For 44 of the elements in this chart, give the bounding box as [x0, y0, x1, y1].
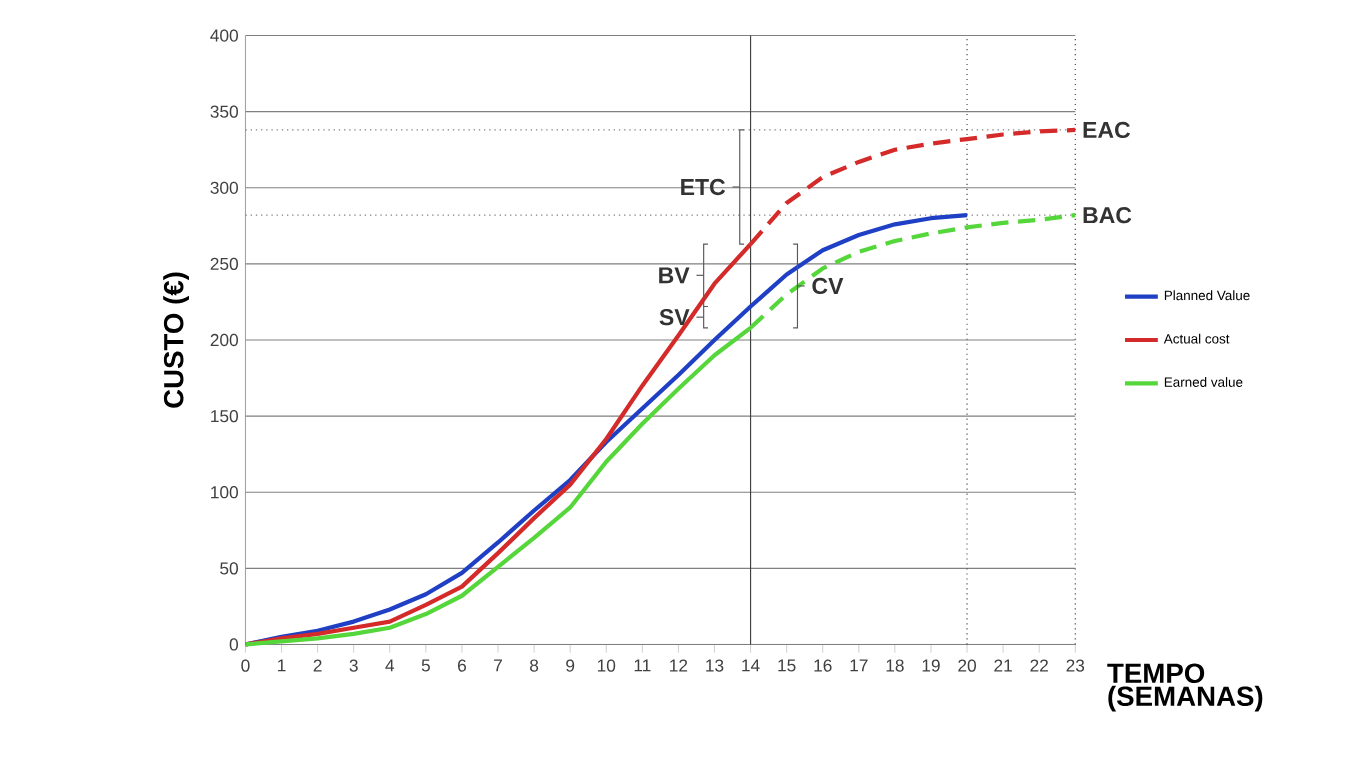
- y-tick-label: 100: [211, 486, 238, 499]
- x-tick-label: 17: [850, 659, 868, 672]
- annotation: BV: [659, 267, 690, 284]
- legend-label: Actual cost: [1163, 333, 1230, 344]
- x-tick-label: 23: [1066, 659, 1085, 672]
- y-tick-label: 350: [210, 105, 238, 118]
- y-tick-label: 150: [211, 410, 238, 423]
- x-tick-label: 16: [814, 659, 832, 672]
- ref-line-label: EAC: [1083, 121, 1131, 139]
- x-tick-label: 0: [241, 659, 250, 672]
- annotation: ETC: [681, 178, 726, 196]
- annotation: SV: [659, 309, 690, 326]
- x-tick-label: 15: [778, 659, 796, 672]
- y-tick-label: 300: [210, 181, 238, 194]
- x-tick-label: 7: [494, 659, 502, 672]
- y-tick-label: 200: [210, 333, 238, 347]
- legend-label: Earned value: [1164, 377, 1243, 387]
- x-tick-label: 9: [566, 659, 575, 672]
- annotation: CV: [812, 277, 844, 295]
- x-axis-title: TEMPO (SEMANAS): [1107, 663, 1263, 712]
- x-tick-label: 13: [706, 659, 724, 672]
- x-tick-label: 5: [421, 659, 430, 672]
- x-tick-label: 18: [886, 659, 904, 672]
- x-tick-label: 3: [349, 659, 358, 672]
- x-tick-label: 2: [313, 659, 322, 672]
- ref-line-label: BAC: [1083, 207, 1132, 224]
- y-tick-label: 0: [229, 638, 238, 651]
- y-tick-label: 250: [210, 257, 238, 271]
- x-tick-label: 22: [1030, 659, 1048, 672]
- x-tick-label: 11: [634, 659, 651, 672]
- y-tick-label: 50: [220, 562, 238, 575]
- x-tick-label: 19: [922, 659, 940, 672]
- legend-label: Planned Value: [1164, 290, 1250, 301]
- y-tick-label: 400: [210, 29, 238, 42]
- y-axis-title: CUSTO (€): [163, 272, 189, 408]
- x-tick-label: 10: [597, 659, 616, 672]
- x-tick-label: 1: [278, 659, 286, 672]
- x-tick-label: 4: [385, 659, 395, 672]
- x-tick-label: 21: [994, 659, 1012, 672]
- x-tick-label: 20: [958, 659, 976, 672]
- x-tick-label: 8: [530, 659, 539, 672]
- x-tick-label: 12: [670, 659, 688, 672]
- x-tick-label: 14: [742, 659, 760, 672]
- x-tick-label: 6: [458, 659, 466, 672]
